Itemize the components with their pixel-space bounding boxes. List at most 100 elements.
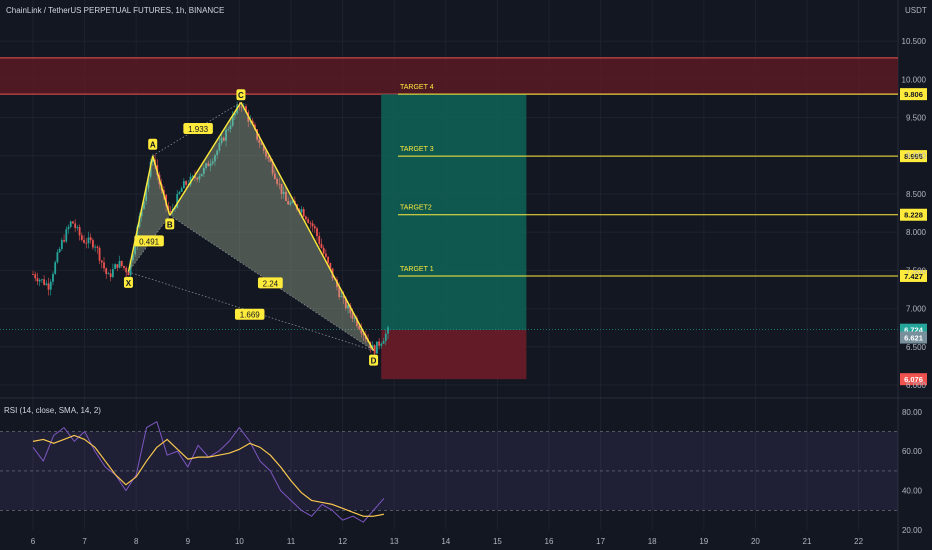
candle-body (52, 273, 54, 282)
price-tick-label: 9.000 (906, 152, 927, 161)
candle-body (282, 191, 285, 194)
target-price-text: 8.995 (904, 152, 923, 161)
ratio-label-bg (183, 122, 213, 134)
candle-body (380, 343, 383, 346)
candle-body (302, 209, 305, 217)
candle-body (72, 221, 74, 224)
candle-body (83, 239, 85, 243)
candle-body (169, 210, 172, 212)
candle-body (382, 341, 385, 344)
candle-body (225, 129, 227, 141)
candle-body (324, 253, 327, 257)
time-tick-label: 21 (803, 537, 812, 546)
candle-body (116, 264, 119, 268)
candle-body (111, 269, 114, 277)
time-tick-label: 22 (854, 537, 863, 546)
candle-body (280, 183, 283, 194)
candle-body (54, 262, 57, 274)
target-price-tag (900, 88, 927, 101)
candle-body (114, 264, 116, 270)
candle-body (373, 345, 376, 354)
candle-body (351, 313, 354, 319)
candle-body (329, 263, 332, 269)
point-label: C (238, 91, 244, 100)
candle-body (318, 236, 321, 244)
candle-body (291, 200, 294, 203)
candle-body (222, 137, 225, 141)
target-label: TARGET2 (400, 205, 432, 212)
candle-body (143, 200, 145, 209)
ratio-line-bd (169, 215, 374, 351)
price-tag (900, 331, 927, 344)
price-tick-label: 10.000 (902, 75, 927, 84)
candle-body (262, 144, 265, 151)
candle-body (189, 176, 192, 185)
ratio-label-bg (257, 277, 283, 289)
candle-body (49, 281, 52, 290)
rsi-tick-label: 40.00 (902, 487, 923, 496)
target-price-text: 9.806 (904, 90, 923, 99)
candle-body (218, 143, 221, 151)
candle-body (178, 191, 181, 195)
candle-body (109, 273, 112, 277)
candle-body (120, 260, 123, 266)
candle-body (311, 223, 314, 227)
candle-body (205, 163, 207, 168)
candle-body (45, 283, 48, 285)
time-tick-label: 17 (596, 537, 605, 546)
leg-bc (169, 101, 242, 216)
candle-body (176, 194, 179, 208)
price-tag-text: 6.621 (904, 334, 923, 343)
candle-body (74, 223, 77, 228)
leg-cd (240, 101, 375, 351)
candle-body (344, 298, 347, 309)
candle-body (260, 142, 263, 145)
price-tick-label: 7.500 (906, 266, 927, 275)
candle-body (378, 341, 381, 346)
candle-body (140, 208, 143, 217)
candle-body (67, 226, 70, 230)
price-tag-text: 6.076 (904, 375, 923, 384)
candle-body (107, 273, 110, 275)
candle-body (131, 254, 134, 261)
candle-body (289, 202, 292, 205)
candle-body (191, 175, 194, 177)
candle-body (76, 227, 79, 228)
chart-title: ChainLink / TetherUS PERPETUAL FUTURES, … (6, 6, 224, 15)
price-tick-label: 7.000 (906, 305, 927, 314)
candle-body (105, 268, 108, 275)
ratio-line-xd (128, 271, 374, 351)
candle-body (123, 265, 125, 269)
candle-body (305, 216, 307, 220)
candle-body (342, 296, 345, 299)
time-tick-label: 12 (338, 537, 347, 546)
zones (0, 57, 898, 380)
ratio-label: 0.491 (139, 237, 160, 246)
rsi-tick-label: 20.00 (902, 526, 923, 535)
point-label-bg (369, 354, 379, 366)
candle-body (216, 150, 219, 156)
price-tag (900, 373, 927, 386)
ratio-label-bg (234, 308, 265, 320)
candle-body (127, 272, 130, 276)
candle-body (271, 162, 274, 174)
ratio-label: 2.24 (263, 279, 279, 288)
ratio-label-bg (134, 235, 164, 247)
price-tick-label: 8.500 (906, 190, 927, 199)
candle-body (92, 240, 94, 248)
candle-body (238, 105, 241, 107)
candle-body (34, 274, 37, 279)
candle-body (338, 287, 341, 297)
pattern-fill-bcd (169, 102, 374, 351)
candle-body (267, 156, 270, 159)
candle-body (147, 176, 150, 189)
candle-body (234, 113, 236, 116)
point-label-bg (236, 89, 246, 101)
candle-body (209, 163, 212, 167)
candle-body (309, 222, 312, 224)
candle-body (229, 125, 232, 130)
rsi-panel (0, 421, 898, 523)
time-tick-label: 20 (751, 537, 760, 546)
candle-body (47, 283, 50, 290)
